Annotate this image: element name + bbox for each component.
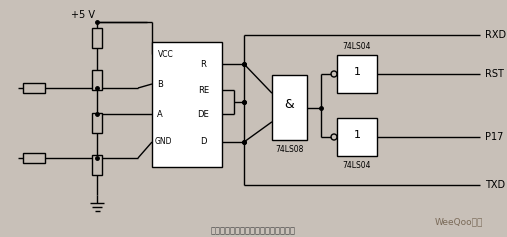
Text: B: B	[157, 79, 163, 88]
Text: DE: DE	[198, 109, 209, 118]
Text: R: R	[201, 59, 206, 68]
Text: RE: RE	[198, 86, 209, 95]
Text: A: A	[157, 109, 163, 118]
Text: VCC: VCC	[158, 50, 174, 59]
Text: 74LS08: 74LS08	[275, 145, 304, 154]
Text: 总线驱动芯片和单片机间的间接连接图: 总线驱动芯片和单片机间的间接连接图	[210, 227, 296, 236]
Bar	[92, 70, 102, 90]
Bar	[92, 155, 102, 175]
Text: D: D	[200, 137, 207, 146]
Bar	[337, 55, 377, 93]
Bar	[23, 83, 45, 93]
Text: TXD: TXD	[485, 180, 505, 190]
Text: &: &	[284, 98, 295, 111]
Bar	[337, 118, 377, 156]
Text: WeeQoo维库: WeeQoo维库	[435, 218, 483, 227]
Text: 1: 1	[353, 130, 360, 140]
Text: 74LS04: 74LS04	[343, 160, 371, 169]
Bar	[23, 153, 45, 163]
Text: 74LS04: 74LS04	[343, 41, 371, 50]
Text: RXD: RXD	[485, 30, 506, 40]
Bar	[152, 42, 222, 167]
Text: 1: 1	[353, 67, 360, 77]
Text: GND: GND	[154, 137, 172, 146]
Bar	[92, 113, 102, 133]
Text: RST: RST	[485, 69, 504, 79]
Text: P17: P17	[485, 132, 503, 142]
Bar	[92, 28, 102, 48]
Bar	[272, 75, 307, 140]
Text: +5 V: +5 V	[71, 10, 95, 20]
